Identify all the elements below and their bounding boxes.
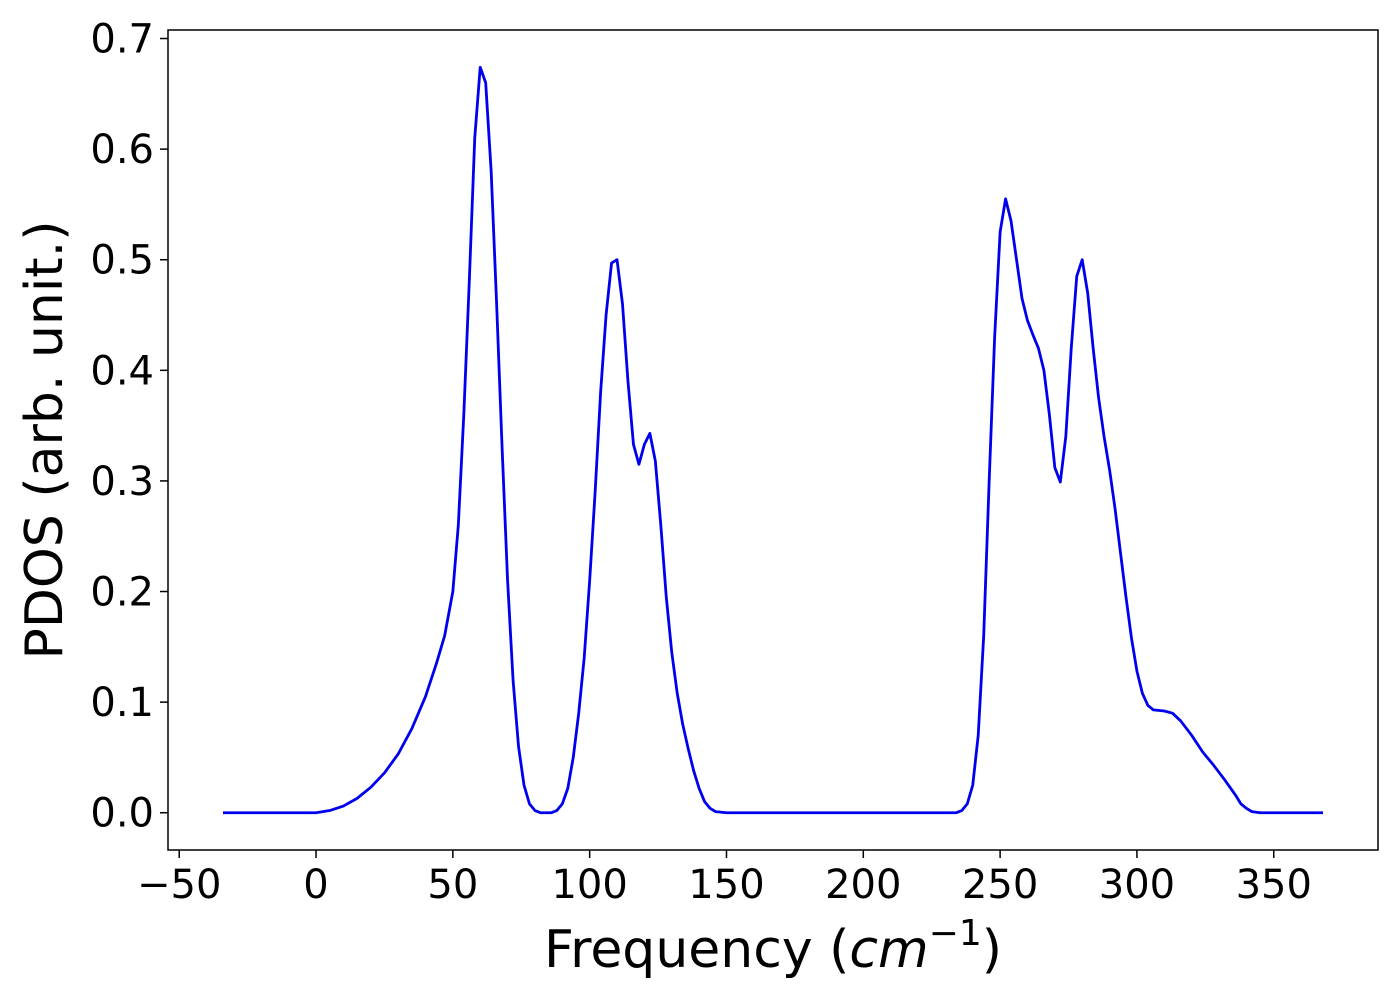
x-tick-label: 0	[303, 862, 328, 908]
y-tick-label: 0.0	[90, 791, 154, 837]
y-tick-label: 0.4	[90, 348, 154, 394]
x-axis-label: Frequency (cm−1)	[544, 913, 1002, 980]
y-tick-label: 0.3	[90, 459, 154, 505]
x-label-unit: cm	[849, 920, 928, 980]
x-tick-label: 300	[1099, 862, 1175, 908]
y-tick-label: 0.5	[90, 238, 154, 284]
y-tick-label: 0.6	[90, 127, 154, 173]
x-tick-label: 200	[825, 862, 901, 908]
x-tick-label: 150	[688, 862, 764, 908]
y-axis-label: PDOS (arb. unit.)	[15, 220, 75, 659]
x-tick-label: −50	[137, 862, 221, 908]
x-tick-label: 350	[1236, 862, 1312, 908]
x-tick-label: 250	[962, 862, 1038, 908]
line	[223, 65, 1323, 815]
y-tick-label: 0.7	[90, 17, 154, 63]
x-tick-label: 100	[551, 862, 627, 908]
x-tick-label: 50	[427, 862, 478, 908]
x-label-exponent: −1	[929, 913, 982, 954]
x-label-close: )	[982, 920, 1002, 980]
x-label-text: Frequency (	[544, 920, 849, 980]
y-tick-label: 0.2	[90, 570, 154, 616]
plot-frame	[167, 29, 1379, 851]
y-tick-label: 0.1	[90, 680, 154, 726]
